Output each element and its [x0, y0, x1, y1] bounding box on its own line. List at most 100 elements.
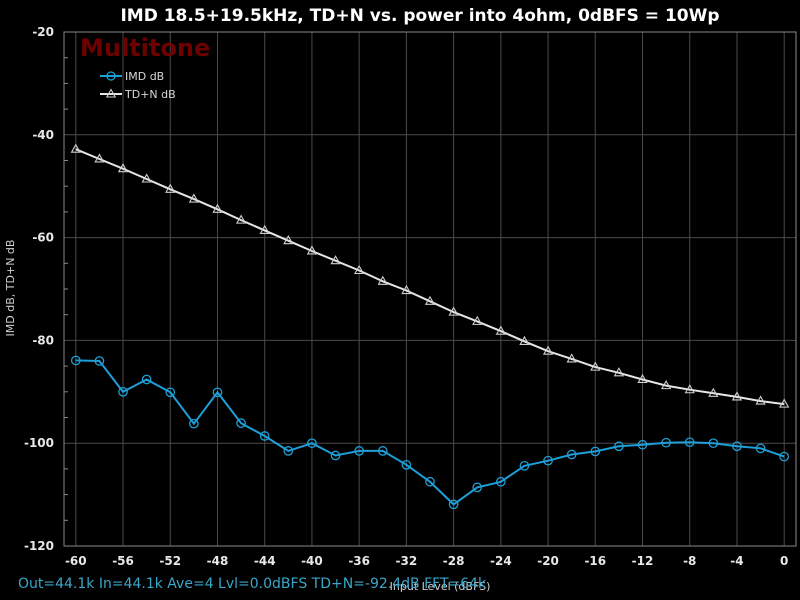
tdn-point [708, 387, 719, 397]
imd-point [330, 450, 341, 461]
tdn-point [637, 373, 648, 384]
imd-point [755, 443, 766, 454]
tdn-point [519, 335, 530, 345]
imd-point [118, 386, 128, 397]
tdn-point [117, 163, 129, 173]
imd-point [307, 438, 317, 449]
imd-point [637, 439, 648, 450]
tdn-point [330, 255, 341, 265]
x-tick-label: -60 [65, 554, 87, 568]
tdn-point [94, 153, 105, 163]
legend: IMD dB TD+N dB [100, 70, 176, 101]
imd-point [779, 451, 790, 462]
imd-point [614, 441, 624, 452]
x-tick-label: -44 [254, 554, 276, 568]
imd-point [448, 499, 459, 510]
x-axis-label: Input Level (dBFS) [390, 580, 491, 593]
imd-series [70, 355, 790, 510]
legend-circle-marker [106, 71, 116, 81]
imd-point [566, 449, 577, 460]
imd-point [236, 418, 246, 429]
imd-point [661, 437, 671, 448]
tdn-series [70, 143, 790, 408]
y-tick-labels: -20 -40 -60 -80 -100 -120 [24, 25, 54, 553]
imd-point [141, 374, 152, 385]
imd-point [401, 459, 412, 470]
imd-point [684, 437, 695, 448]
tdn-point [259, 224, 270, 234]
x-tick-label: -4 [730, 554, 743, 568]
x-tick-label: -32 [396, 554, 418, 568]
tdn-point [401, 284, 412, 295]
imd-point [283, 446, 294, 456]
imd-point [425, 476, 435, 487]
chart-title: IMD 18.5+19.5kHz, TD+N vs. power into 4o… [120, 6, 719, 26]
x-tick-label: -56 [112, 554, 134, 568]
y-axis-label: IMD dB, TD+N dB [4, 240, 17, 337]
legend-triangle-marker [105, 88, 117, 98]
grid [64, 31, 796, 547]
series-layer [70, 143, 790, 510]
tdn-point [165, 183, 176, 193]
legend-label: IMD dB [125, 70, 164, 83]
imd-point [732, 441, 742, 452]
tdn-point [590, 361, 601, 371]
tdn-point [684, 384, 695, 394]
tdn-point [472, 315, 483, 325]
imd-point [519, 460, 530, 471]
tdn-point [755, 395, 766, 405]
tdn-point [566, 353, 577, 363]
imd-point [708, 438, 719, 449]
tdn-point [660, 380, 672, 390]
tdn-point [354, 264, 365, 275]
x-tick-label: -12 [632, 554, 654, 568]
y-tick-label: -20 [32, 25, 54, 39]
imd-line [75, 359, 785, 506]
tdn-point [448, 306, 459, 316]
imd-point [259, 431, 270, 441]
status-readout: Out=44.1k In=44.1k Ave=4 Lvl=0.0dBFS TD+… [18, 576, 487, 592]
plot-frame [63, 31, 797, 547]
tdn-point [141, 173, 152, 183]
y-tick-label: -120 [24, 539, 54, 553]
y-tick-label: -60 [32, 231, 54, 245]
x-tick-label: -36 [348, 554, 370, 568]
x-tick-label: -48 [207, 554, 229, 568]
imd-point [472, 482, 483, 493]
tdn-point [70, 143, 81, 153]
x-tick-label: -52 [159, 554, 181, 568]
x-tick-label: -24 [490, 554, 512, 568]
tdn-line [75, 148, 785, 406]
tdn-point [235, 214, 247, 224]
x-tick-label: -20 [537, 554, 559, 568]
legend-item-imd: IMD dB [100, 70, 164, 83]
imd-point [165, 387, 176, 398]
tdn-point [377, 275, 388, 285]
tdn-point [424, 295, 436, 305]
imd-point [70, 355, 81, 366]
x-tick-label: -16 [584, 554, 606, 568]
x-tick-label: -40 [301, 554, 323, 568]
y-tick-label: -100 [24, 436, 54, 450]
legend-item-tdn: TD+N dB [100, 88, 176, 101]
imd-point [590, 446, 601, 457]
brand-watermark: Multitone [80, 34, 210, 62]
x-tick-label: -8 [683, 554, 696, 568]
x-tick-labels: -60 -56 -52 -48 -44 -40 -36 -32 -28 -24 -20 -16 -12-… [65, 554, 788, 568]
imd-point [212, 387, 223, 398]
tdn-point [283, 235, 294, 245]
imd-point [377, 446, 388, 456]
y-tick-label: -40 [32, 128, 54, 142]
tdn-point [731, 391, 743, 401]
x-tick-label: 0 [780, 554, 788, 568]
legend-label: TD+N dB [124, 88, 176, 101]
x-tick-label: -28 [443, 554, 465, 568]
imd-point [354, 446, 365, 456]
tdn-point [306, 245, 318, 255]
tdn-point [495, 325, 506, 335]
imd-point [189, 418, 199, 429]
imd-point [94, 356, 105, 366]
tdn-point [542, 345, 554, 355]
imd-point [495, 476, 506, 487]
